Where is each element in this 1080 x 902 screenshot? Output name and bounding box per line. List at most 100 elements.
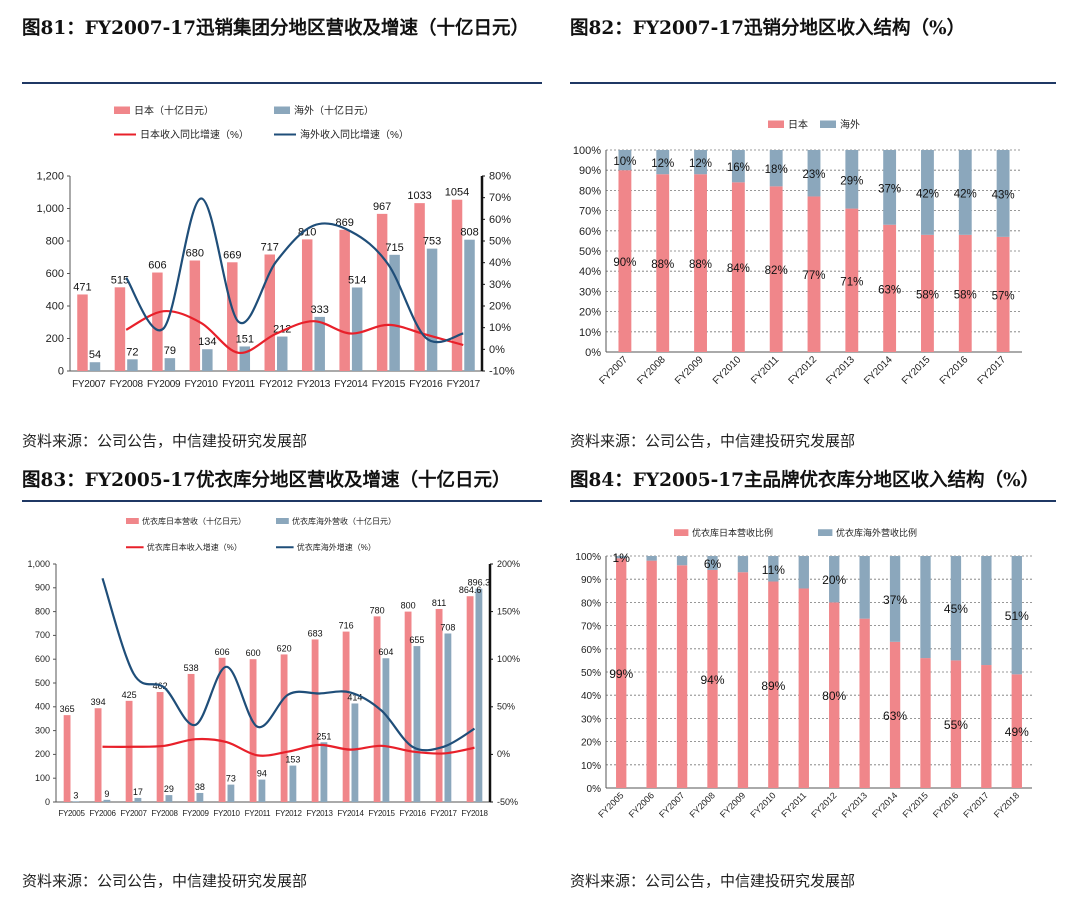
bar-overseas-share [769, 150, 783, 187]
x-tick-label: FY2010 [711, 354, 744, 387]
bar-overseas [202, 349, 213, 371]
x-tick-label: FY2014 [870, 790, 899, 819]
bar-overseas-share [889, 556, 901, 642]
x-tick-label: FY2011 [222, 379, 255, 390]
overseas-share-label: 42% [954, 188, 977, 200]
bar-japan-label: 967 [373, 201, 391, 213]
y-tick-label: 70% [581, 622, 601, 633]
x-tick-label: FY2016 [938, 354, 971, 387]
fig81-chart: 日本（十亿日元） 海外（十亿日元） 日本收入同比增速（%） 海外收入同比增速（%） 0 2… [36, 104, 515, 390]
bar-overseas [475, 588, 483, 802]
bar-overseas-label: 72 [126, 346, 138, 358]
x-tick-label: FY2012 [787, 354, 820, 387]
bar-japan-label: 717 [261, 241, 279, 253]
bar-overseas-label: 151 [236, 333, 254, 345]
japan-share-label: 58% [916, 289, 939, 301]
bar-overseas-label: 715 [385, 242, 403, 254]
legend-overseas-bar-label: 优衣库海外营收（十亿日元） [292, 516, 396, 526]
fig81-title: 图81：FY2007-17迅销集团分地区营收及增速（十亿日元） [22, 18, 529, 39]
bar-japan-share [920, 658, 931, 788]
fig82-rule [570, 82, 1056, 84]
japan-share-label: 99% [609, 667, 633, 681]
bar-overseas [164, 358, 176, 371]
bar-japan-label: 780 [370, 605, 385, 615]
left-tick-label: 100 [35, 773, 50, 783]
legend-overseas-bar-swatch [276, 518, 289, 524]
overseas-share-label: 43% [992, 189, 1015, 201]
legend-overseas-bar-swatch [274, 106, 290, 114]
bar-overseas-share [829, 556, 840, 603]
x-tick-label: FY2009 [673, 354, 706, 387]
x-tick-label: FY2012 [275, 809, 302, 818]
bar-overseas-share [807, 150, 821, 197]
bar-japan-label: 600 [246, 648, 261, 658]
x-tick-label: FY2016 [409, 379, 443, 390]
bar-overseas-label: 29 [164, 784, 174, 794]
x-tick-label: FY2009 [182, 809, 209, 818]
bar-overseas [277, 336, 288, 371]
bar-overseas-share [768, 556, 779, 582]
bar-japan [63, 715, 71, 802]
left-tick-label: 700 [35, 630, 50, 640]
legend-overseas-share-label: 优衣库海外营收比例 [836, 527, 917, 538]
japan-share-label: 94% [700, 673, 724, 687]
bar-japan [342, 631, 350, 802]
bar-japan-share [845, 208, 859, 352]
x-tick-label: FY2008 [110, 379, 144, 390]
bar-overseas [227, 784, 235, 802]
x-tick-label: FY2014 [337, 809, 364, 818]
right-tick-label: 80% [489, 171, 511, 183]
x-tick-label: FY2010 [748, 790, 777, 819]
japan-growth-line [102, 737, 475, 757]
left-tick-label: 900 [35, 583, 50, 593]
x-tick-label: FY2006 [89, 809, 116, 818]
bar-japan-share [883, 224, 897, 352]
panel-fig82: 图82：FY2007-17迅销分地区收入结构（%） 日本 海外 0% 10% 20% 30… [570, 16, 1080, 456]
bar-japan [373, 616, 381, 802]
x-tick-label: FY2018 [461, 809, 488, 818]
bar-overseas [127, 359, 138, 371]
y-tick-label: 80% [579, 185, 601, 197]
overseas-growth-line [101, 577, 476, 752]
bar-overseas-share [996, 150, 1010, 237]
x-tick-label: FY2011 [779, 790, 808, 819]
bar-japan [280, 654, 288, 802]
overseas-share-label: 51% [1005, 609, 1029, 623]
bar-overseas-share [646, 556, 657, 561]
left-tick-label: 200 [46, 333, 64, 345]
bar-japan-label: 800 [401, 601, 416, 611]
bar-japan-share [889, 641, 901, 788]
bar-japan-label: 810 [298, 226, 316, 238]
right-tick-label: 200% [497, 559, 520, 569]
left-tick-label: 800 [35, 606, 50, 616]
bar-japan-label: 606 [148, 260, 166, 272]
japan-share-label: 55% [944, 718, 968, 732]
legend-japan-bar-swatch [114, 106, 130, 114]
bar-overseas-share [950, 556, 962, 661]
bar-japan-label: 1033 [407, 190, 431, 202]
bar-japan-share [707, 569, 718, 788]
bar-japan-share [829, 602, 840, 788]
bar-japan-label: 683 [308, 628, 323, 638]
right-tick-label: 100% [497, 654, 520, 664]
bar-japan-label: 425 [122, 690, 137, 700]
bar-japan-label: 538 [184, 663, 199, 673]
y-tick-label: 90% [581, 575, 601, 586]
bar-overseas-label: 808 [460, 227, 478, 239]
bar-japan-share [1011, 674, 1022, 788]
overseas-share-label: 45% [944, 602, 968, 616]
x-tick-label: FY2007 [72, 379, 106, 390]
x-tick-label: FY2008 [635, 354, 668, 387]
bar-japan [189, 260, 201, 371]
bar-overseas [134, 797, 142, 802]
overseas-share-label: 37% [878, 183, 901, 195]
bar-overseas [239, 346, 251, 371]
bar-japan-label: 716 [339, 621, 354, 631]
bar-overseas-share [694, 150, 707, 175]
bar-japan-share [996, 236, 1010, 352]
bar-japan [249, 659, 257, 802]
right-tick-label: -10% [489, 366, 515, 378]
bar-japan [125, 700, 133, 802]
right-tick-label: 70% [489, 192, 511, 204]
right-tick-label: 0% [497, 749, 510, 759]
